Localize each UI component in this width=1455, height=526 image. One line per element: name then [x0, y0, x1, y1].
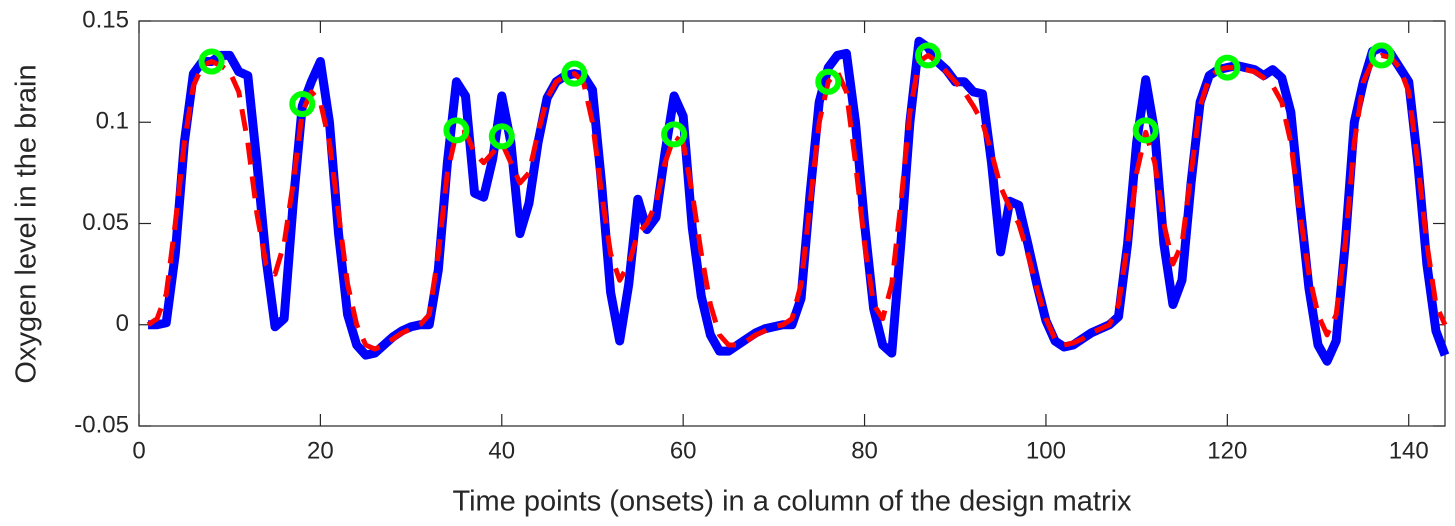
marker — [198, 48, 225, 75]
x-tick-label: 20 — [307, 437, 334, 464]
marker — [561, 60, 588, 87]
y-axis-label: Oxygen level in the brain — [11, 64, 43, 383]
x-tick-label: 60 — [670, 437, 697, 464]
marker — [289, 91, 316, 118]
marker — [661, 121, 688, 148]
y-tick-label: 0.1 — [96, 108, 129, 135]
marker — [1132, 117, 1159, 144]
marker — [815, 68, 842, 95]
y-tick-label: 0 — [116, 310, 129, 337]
x-axis-label: Time points (onsets) in a column of the … — [452, 486, 1132, 518]
y-tick-label: 0.15 — [82, 6, 129, 33]
x-tick-label: 120 — [1207, 437, 1247, 464]
line — [146, 52, 1448, 352]
marker — [1368, 42, 1395, 69]
marker — [1214, 54, 1241, 81]
x-tick-label: 140 — [1389, 437, 1429, 464]
y-tick-label: -0.05 — [74, 411, 129, 438]
y-tick-label: 0.05 — [82, 209, 129, 236]
x-tick-label: 80 — [851, 437, 878, 464]
marker — [443, 117, 470, 144]
x-tick-label: 100 — [1026, 437, 1066, 464]
marker — [915, 42, 942, 69]
x-tick-label: 40 — [488, 437, 515, 464]
marker — [488, 123, 515, 150]
x-tick-label: 0 — [132, 437, 145, 464]
